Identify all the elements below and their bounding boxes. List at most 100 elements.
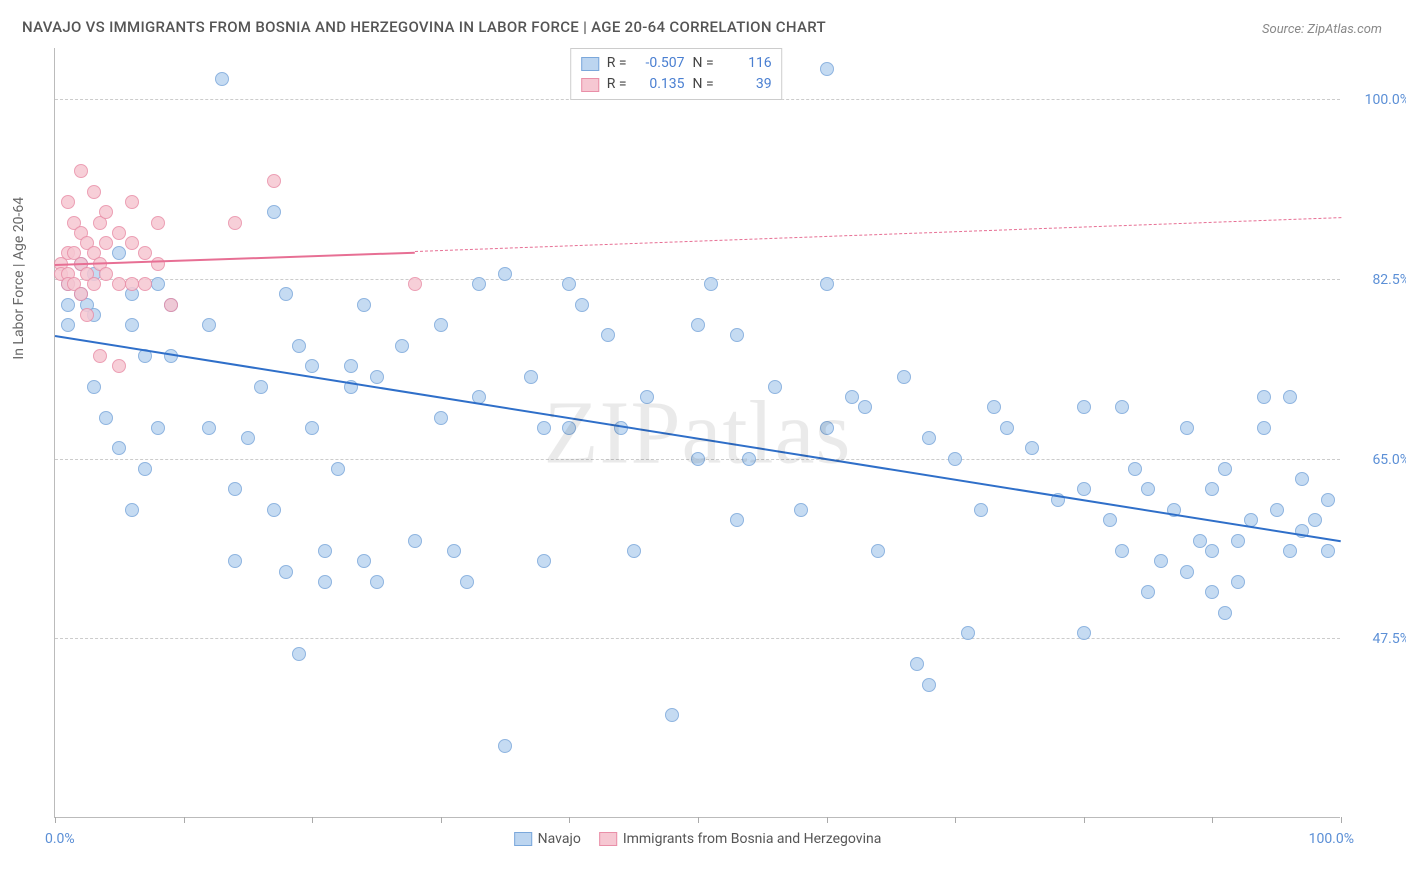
scatter-point xyxy=(498,739,512,753)
scatter-point xyxy=(1231,575,1245,589)
scatter-point xyxy=(228,554,242,568)
scatter-point xyxy=(61,195,75,209)
scatter-point xyxy=(87,277,101,291)
n-label: N = xyxy=(693,74,714,95)
scatter-point xyxy=(537,554,551,568)
scatter-point xyxy=(1205,482,1219,496)
scatter-point xyxy=(99,236,113,250)
correlation-legend: R = -0.507 N = 116 R = 0.135 N = 39 xyxy=(570,48,783,100)
scatter-point xyxy=(961,626,975,640)
scatter-point xyxy=(1295,472,1309,486)
scatter-point xyxy=(125,195,139,209)
scatter-point xyxy=(1193,534,1207,548)
scatter-point xyxy=(61,298,75,312)
scatter-point xyxy=(292,339,306,353)
scatter-point xyxy=(267,205,281,219)
scatter-point xyxy=(562,421,576,435)
scatter-point xyxy=(228,482,242,496)
scatter-point xyxy=(112,441,126,455)
scatter-point xyxy=(1205,544,1219,558)
scatter-point xyxy=(292,647,306,661)
scatter-point xyxy=(408,277,422,291)
swatch-bosnia xyxy=(581,78,599,92)
scatter-point xyxy=(151,277,165,291)
scatter-point xyxy=(1025,441,1039,455)
scatter-point xyxy=(254,380,268,394)
scatter-point xyxy=(537,421,551,435)
scatter-point xyxy=(241,431,255,445)
scatter-point xyxy=(845,390,859,404)
scatter-point xyxy=(922,431,936,445)
scatter-point xyxy=(395,339,409,353)
scatter-point xyxy=(267,174,281,188)
y-tick-label: 65.0% xyxy=(1350,452,1406,468)
scatter-point xyxy=(125,236,139,250)
y-tick-label: 47.5% xyxy=(1350,631,1406,647)
scatter-point xyxy=(318,575,332,589)
scatter-point xyxy=(151,257,165,271)
scatter-point xyxy=(1154,554,1168,568)
scatter-point xyxy=(871,544,885,558)
r-value-bosnia: 0.135 xyxy=(635,74,685,95)
scatter-point xyxy=(730,513,744,527)
scatter-point xyxy=(820,277,834,291)
scatter-point xyxy=(1321,493,1335,507)
scatter-point xyxy=(305,359,319,373)
chart-title: NAVAJO VS IMMIGRANTS FROM BOSNIA AND HER… xyxy=(22,18,826,36)
scatter-point xyxy=(357,554,371,568)
scatter-point xyxy=(601,328,615,342)
scatter-point xyxy=(93,349,107,363)
r-label: R = xyxy=(607,53,627,74)
scatter-point xyxy=(99,267,113,281)
y-axis-title: In Labor Force | Age 20-64 xyxy=(11,196,27,359)
y-tick-label: 100.0% xyxy=(1350,92,1406,108)
scatter-point xyxy=(87,185,101,199)
legend-row-navajo: R = -0.507 N = 116 xyxy=(581,53,772,74)
watermark: ZIPatlas xyxy=(544,381,852,484)
scatter-point xyxy=(1128,462,1142,476)
trend-line xyxy=(55,251,415,265)
scatter-point xyxy=(99,205,113,219)
scatter-point xyxy=(1257,390,1271,404)
scatter-point xyxy=(1283,544,1297,558)
scatter-point xyxy=(228,216,242,230)
scatter-point xyxy=(1077,482,1091,496)
scatter-point xyxy=(1321,544,1335,558)
x-axis-min-label: 0.0% xyxy=(45,831,75,847)
scatter-point xyxy=(99,411,113,425)
scatter-point xyxy=(1180,565,1194,579)
scatter-point xyxy=(562,277,576,291)
scatter-point xyxy=(1283,390,1297,404)
scatter-point xyxy=(279,565,293,579)
scatter-point xyxy=(858,400,872,414)
x-axis-max-label: 100.0% xyxy=(1309,831,1354,847)
scatter-point xyxy=(910,657,924,671)
trend-line xyxy=(415,217,1341,252)
scatter-point xyxy=(125,503,139,517)
scatter-point xyxy=(472,277,486,291)
scatter-point xyxy=(434,318,448,332)
scatter-point xyxy=(1205,585,1219,599)
scatter-point xyxy=(370,370,384,384)
scatter-point xyxy=(498,267,512,281)
scatter-point xyxy=(447,544,461,558)
scatter-point xyxy=(820,421,834,435)
scatter-point xyxy=(1257,421,1271,435)
scatter-point xyxy=(370,575,384,589)
scatter-point xyxy=(151,216,165,230)
scatter-point xyxy=(357,298,371,312)
legend-label-bosnia: Immigrants from Bosnia and Herzegovina xyxy=(623,831,882,847)
scatter-point xyxy=(87,380,101,394)
scatter-point xyxy=(691,452,705,466)
scatter-point xyxy=(215,72,229,86)
scatter-point xyxy=(691,318,705,332)
scatter-point xyxy=(112,246,126,260)
scatter-point xyxy=(202,421,216,435)
scatter-point xyxy=(1000,421,1014,435)
swatch-navajo xyxy=(514,832,532,846)
scatter-point xyxy=(987,400,1001,414)
scatter-point xyxy=(1180,421,1194,435)
scatter-point xyxy=(897,370,911,384)
scatter-point xyxy=(1077,400,1091,414)
legend-row-bosnia: R = 0.135 N = 39 xyxy=(581,74,772,95)
